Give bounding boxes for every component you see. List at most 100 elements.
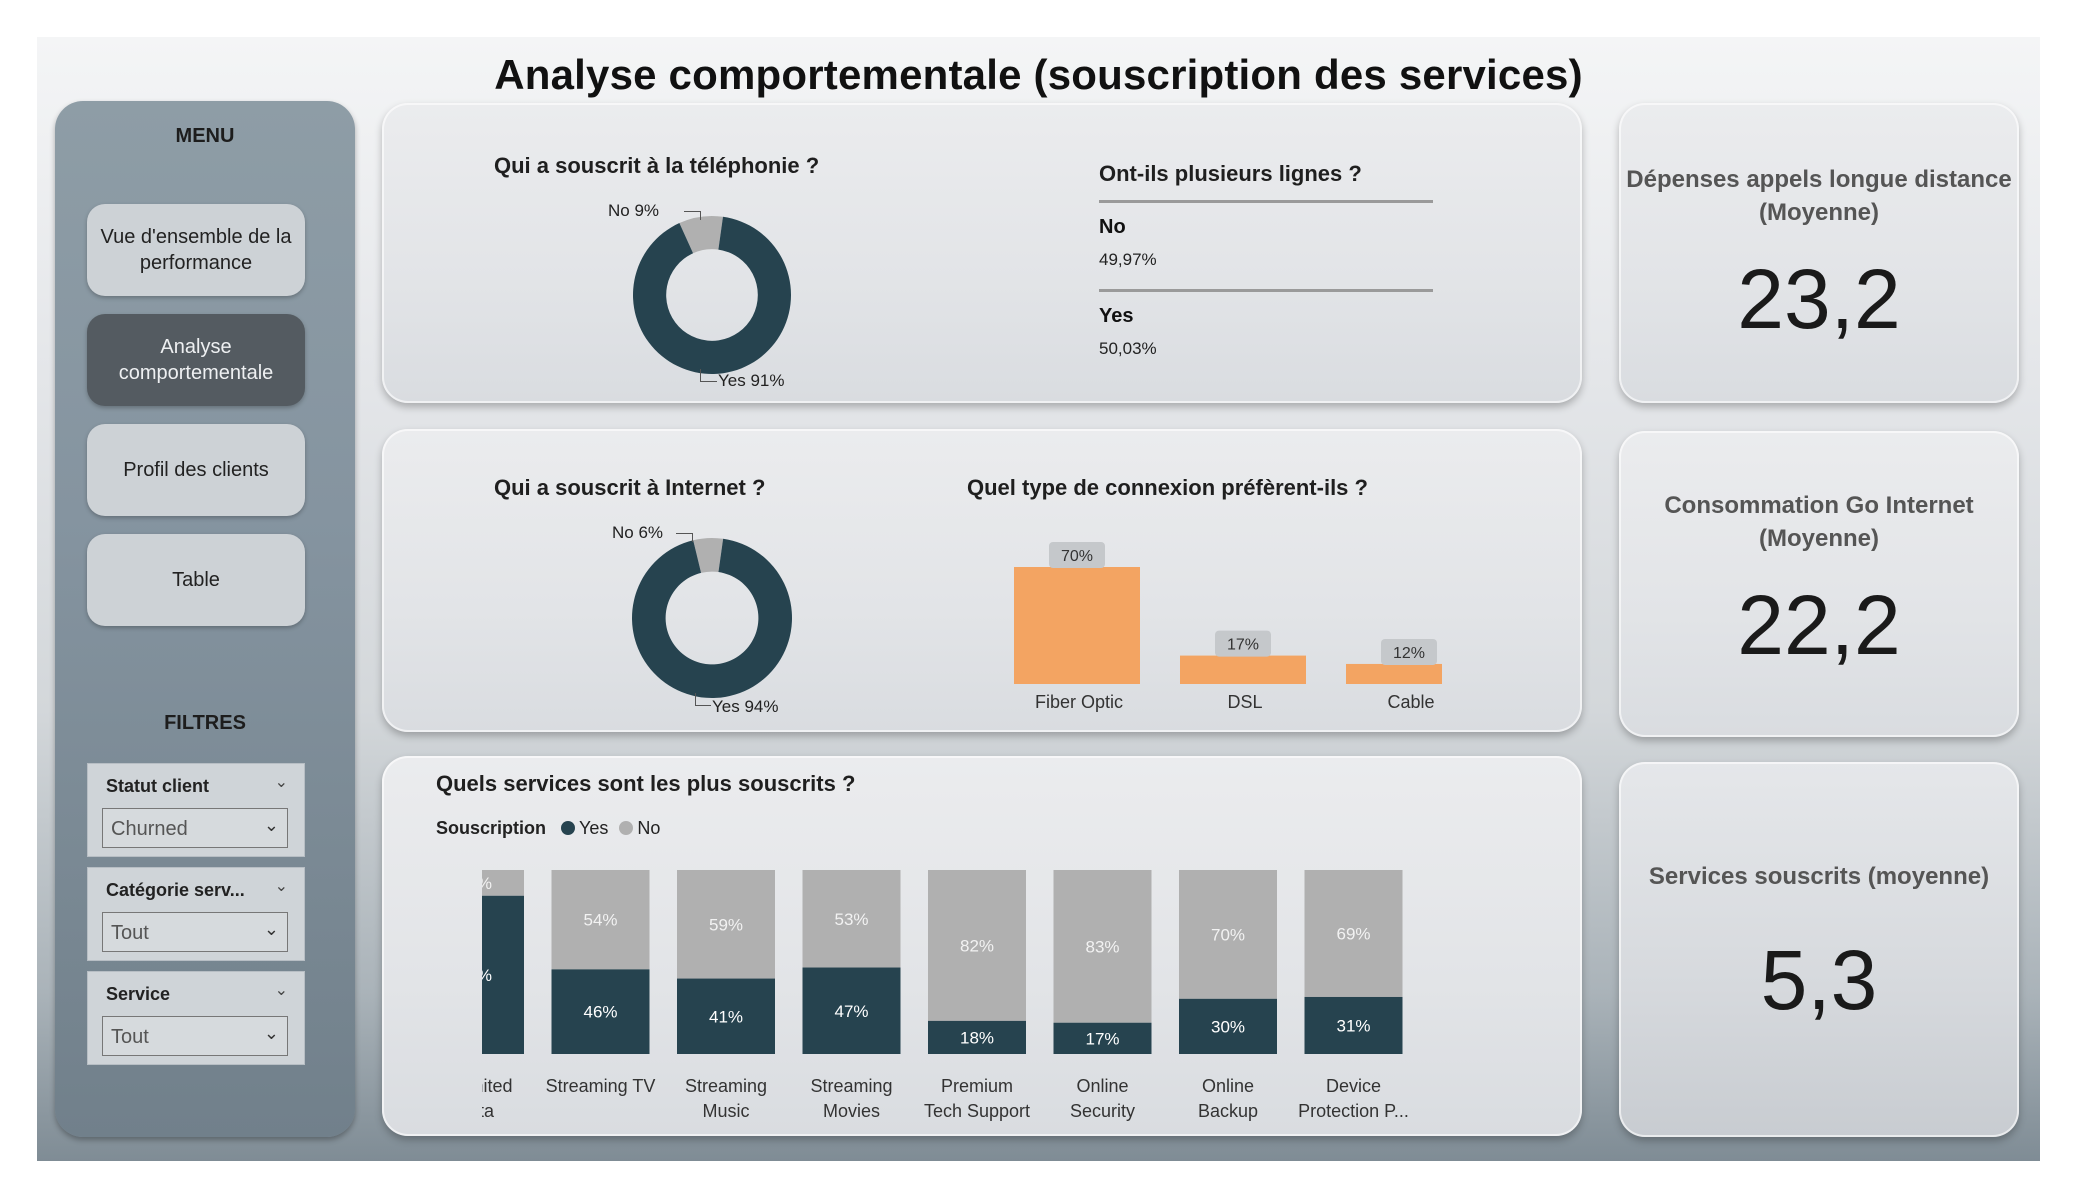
- filter-label: Statut client: [106, 776, 210, 796]
- chevron-down-icon[interactable]: ⌄: [274, 878, 288, 895]
- nav-profil-clients-button[interactable]: Profil des clients: [87, 424, 305, 516]
- chevron-down-icon: ⌄: [263, 815, 279, 835]
- data-label: 12%: [1393, 645, 1425, 662]
- category-label: Cable: [1387, 692, 1434, 712]
- internet-card: Qui a souscrit à Internet ? No 6% Yes 94…: [382, 429, 1582, 732]
- multiple-lines-yes-label: Yes: [1099, 305, 1134, 327]
- services-title: Quels services sont les plus souscrits ?: [436, 771, 856, 796]
- data-label-yes: 18%: [960, 1028, 994, 1047]
- data-label-no: 59%: [709, 915, 743, 934]
- category-label: Fiber Optic: [1035, 692, 1123, 712]
- connection-title: Quel type de connexion préfèrent-ils ?: [967, 475, 1368, 500]
- bar-yes-segment: [482, 895, 524, 1054]
- dropdown-value: Churned: [111, 818, 188, 840]
- legend-yes-swatch: [561, 821, 576, 835]
- connection-bar-1: [1180, 655, 1306, 684]
- bar-yes-segment: [802, 967, 901, 1054]
- multiple-lines-yes-value: 50,03%: [1099, 339, 1157, 358]
- kpi-title: Services souscrits (moyenne): [1648, 863, 1990, 890]
- donut-group: [633, 216, 791, 374]
- chevron-down-icon: ⌄: [263, 1023, 279, 1043]
- filter-label: Service: [106, 984, 171, 1004]
- category-label: Tech Support: [924, 1101, 1030, 1121]
- data-label-no: 70%: [1211, 925, 1245, 944]
- leader-line: [695, 693, 711, 706]
- filter-statut-client: Statut client ⌄ Churned ⌄: [87, 763, 305, 857]
- kpi-title: Consommation Go Internet (Moyenne): [1664, 492, 1974, 552]
- legend-no-label: No: [637, 818, 661, 838]
- data-label-yes: 86%: [482, 966, 492, 985]
- phone-yes-label: Yes 91%: [718, 371, 785, 390]
- bar-no-segment: [1304, 870, 1403, 997]
- kpi-card-services: Services souscrits (moyenne) 5,3: [1619, 762, 2019, 1137]
- phone-no-label: No 9%: [608, 201, 660, 220]
- phone-title: Qui a souscrit à la téléphonie ?: [494, 153, 820, 178]
- leader-line: [684, 211, 701, 220]
- category-label: Device: [1326, 1076, 1381, 1096]
- statut-client-dropdown[interactable]: Churned ⌄: [102, 808, 288, 848]
- bar-no-segment: [802, 870, 901, 968]
- chevron-down-icon[interactable]: ⌄: [274, 774, 288, 791]
- service-dropdown[interactable]: Tout ⌄: [102, 1016, 288, 1056]
- connection-bar-chart: 70% Fiber Optic 17% DSL 12% Cable: [1014, 542, 1442, 712]
- leader-line: [700, 369, 717, 382]
- phone-card: Qui a souscrit à la téléphonie ? No 9% Y…: [382, 103, 1582, 403]
- data-label-yes: 30%: [1211, 1017, 1245, 1036]
- kpi-value: 23,2: [1737, 252, 1901, 346]
- category-label: Backup: [1198, 1101, 1258, 1121]
- kpi-title: Dépenses appels longue distance (Moyenne…: [1626, 166, 2012, 226]
- internet-donut-chart: [632, 538, 792, 698]
- multiple-lines-title: Ont-ils plusieurs lignes ?: [1099, 161, 1362, 186]
- chevron-down-icon: ⌄: [263, 919, 279, 939]
- dropdown-value: Tout: [111, 922, 149, 944]
- category-label: Unlimited: [482, 1076, 513, 1096]
- kpi-card-long-distance: Dépenses appels longue distance (Moyenne…: [1619, 103, 2019, 403]
- bar-yes-segment: [551, 969, 650, 1054]
- filter-label: Catégorie serv...: [106, 880, 245, 900]
- data-label: 70%: [1061, 548, 1093, 565]
- categorie-service-dropdown[interactable]: Tout ⌄: [102, 912, 288, 952]
- data-label-yes: 46%: [583, 1003, 617, 1022]
- filters-heading: FILTRES: [164, 712, 246, 734]
- filter-categorie-service: Catégorie serv... ⌄ Tout ⌄: [87, 867, 305, 961]
- connection-bar-0: [1014, 567, 1140, 684]
- data-label-bg: [1215, 630, 1271, 657]
- legend-title: Souscription: [436, 818, 547, 838]
- data-label-no: 54%: [583, 911, 617, 930]
- category-label: Streaming TV: [546, 1076, 656, 1096]
- bar-yes-segment: [1053, 1022, 1152, 1054]
- data-label-yes: 47%: [834, 1002, 868, 1021]
- chevron-down-icon[interactable]: ⌄: [274, 982, 288, 999]
- divider: [1099, 200, 1433, 203]
- category-label: Online: [1202, 1076, 1254, 1096]
- nav-analyse-comportementale-button[interactable]: Analyse comportementale: [87, 314, 305, 406]
- category-label: Streaming: [685, 1076, 767, 1096]
- data-label-no: 82%: [960, 936, 994, 955]
- internet-title: Qui a souscrit à Internet ?: [494, 475, 766, 500]
- nav-table-button[interactable]: Table: [87, 534, 305, 626]
- data-label-bg: [1049, 542, 1105, 568]
- donut-slice-no: [693, 538, 724, 573]
- legend-no-swatch: [619, 821, 634, 835]
- data-label-yes: 31%: [1336, 1016, 1370, 1035]
- category-label: Security: [1070, 1101, 1135, 1121]
- category-label: Music: [702, 1101, 749, 1121]
- bar-yes-segment: [677, 978, 775, 1054]
- category-label: DSL: [1227, 692, 1262, 712]
- bar-no-segment: [482, 870, 524, 896]
- kpi-value: 22,2: [1737, 578, 1901, 672]
- category-label: Data: [482, 1101, 495, 1121]
- nav-vue-ensemble-button[interactable]: Vue d'ensemble de la performance: [87, 204, 305, 296]
- donut-group: [632, 538, 792, 698]
- category-label: Online: [1076, 1076, 1128, 1096]
- data-label-no: 53%: [834, 910, 868, 929]
- internet-no-label: No 6%: [612, 523, 664, 542]
- internet-yes-label: Yes 94%: [712, 697, 779, 716]
- category-label: Protection P...: [1298, 1101, 1409, 1121]
- services-card: Quels services sont les plus souscrits ?…: [382, 756, 1582, 1136]
- menu-heading: MENU: [175, 125, 235, 147]
- donut-slice-yes: [632, 538, 792, 698]
- connection-bar-2: [1346, 663, 1442, 684]
- donut-slice-yes: [633, 216, 791, 374]
- legend-yes-label: Yes: [579, 818, 609, 838]
